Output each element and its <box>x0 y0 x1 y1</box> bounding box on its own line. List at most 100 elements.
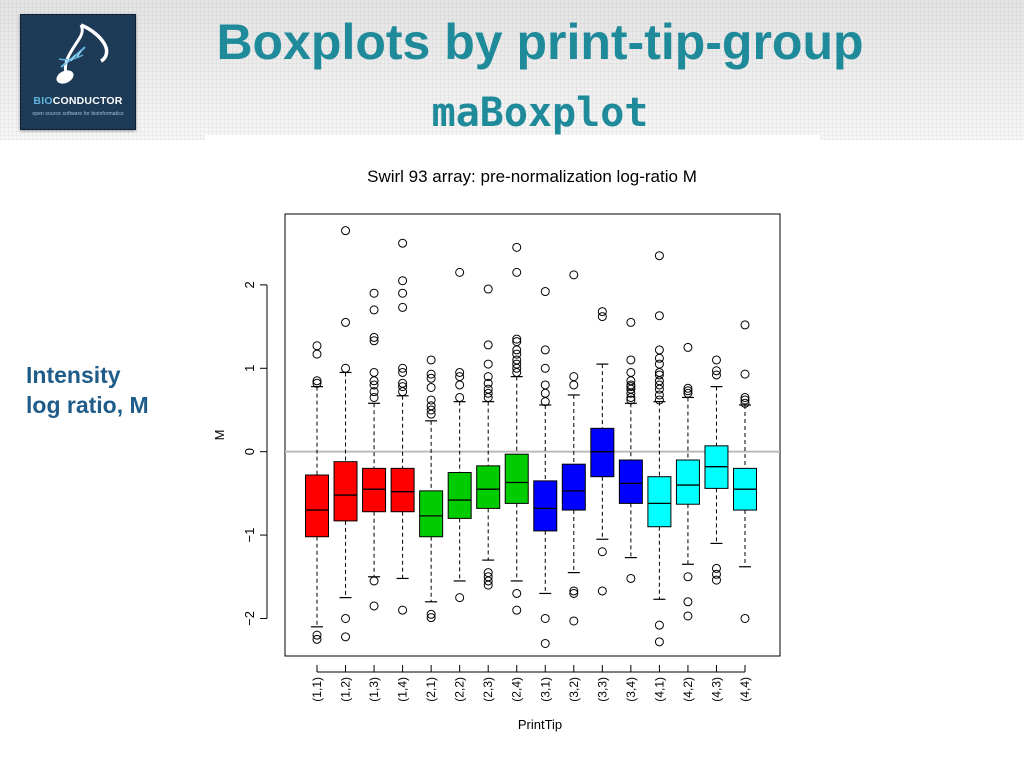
outlier-point <box>426 382 436 392</box>
outlier-point <box>369 387 379 397</box>
x-tick-label: (2,1) <box>424 677 438 702</box>
outlier-point <box>398 605 408 615</box>
side-label: Intensity log ratio, M <box>26 360 196 420</box>
outlier-point <box>569 616 579 626</box>
box-group <box>733 320 757 623</box>
outlier-point <box>654 620 664 630</box>
outlier-point <box>683 383 693 393</box>
box-group <box>675 342 700 621</box>
x-tick-label: (3,2) <box>567 677 581 702</box>
outlier-point <box>369 332 379 342</box>
outlier-point <box>455 372 465 382</box>
outlier-point <box>426 613 436 623</box>
x-tick-label: (3,4) <box>624 677 638 702</box>
x-axis-label: PrintTip <box>518 717 562 732</box>
outlier-point <box>426 395 436 405</box>
box-group <box>476 284 501 590</box>
outlier-point <box>540 363 550 373</box>
outlier-point <box>312 630 322 640</box>
bioconductor-logo: BIOCONDUCTOR open source software for bi… <box>20 14 136 130</box>
box <box>447 472 472 519</box>
x-tick-label: (4,1) <box>652 677 666 702</box>
outlier-point <box>654 370 664 380</box>
box-group <box>590 307 615 596</box>
y-axis-label: M <box>212 430 227 441</box>
outlier-point <box>512 605 522 615</box>
box <box>305 474 329 538</box>
box-group <box>333 226 358 642</box>
side-label-line1: Intensity <box>26 362 121 388</box>
outlier-point <box>654 251 664 261</box>
outlier-point <box>711 366 721 376</box>
outlier-point <box>483 576 493 586</box>
outlier-point <box>483 284 493 294</box>
y-tick-label: 0 <box>242 448 257 455</box>
outlier-point <box>683 388 693 398</box>
side-label-line2: log ratio, M <box>26 392 149 418</box>
outlier-point <box>654 380 664 390</box>
chart-background <box>205 135 820 740</box>
outlier-point <box>654 390 664 400</box>
box <box>419 490 444 538</box>
outlier-point <box>455 267 465 277</box>
outlier-point <box>512 267 522 277</box>
outlier-point <box>398 276 408 286</box>
x-tick-label: (2,2) <box>453 677 467 702</box>
header-band <box>0 0 1024 140</box>
logo-text-conductor: CONDUCTOR <box>52 95 123 107</box>
box <box>504 453 529 504</box>
box-group <box>305 341 329 644</box>
outlier-point <box>711 563 721 573</box>
outlier-point <box>426 401 436 411</box>
x-tick-label: (1,3) <box>367 677 381 702</box>
outlier-point <box>341 226 351 236</box>
box-group <box>390 238 415 615</box>
x-tick-label: (2,4) <box>510 677 524 702</box>
outlier-point <box>569 372 579 382</box>
outlier-point <box>483 340 493 350</box>
outlier-point <box>569 586 579 596</box>
outlier-point <box>711 569 721 579</box>
outlier-point <box>483 359 493 369</box>
outlier-point <box>398 238 408 248</box>
outlier-point <box>740 320 750 330</box>
box <box>362 467 387 513</box>
x-tick-label: (1,4) <box>396 677 410 702</box>
box <box>390 467 415 513</box>
outlier-point <box>740 369 750 379</box>
outlier-point <box>740 395 750 405</box>
outlier-point <box>369 380 379 390</box>
outlier-point <box>398 302 408 312</box>
y-tick-label: 2 <box>242 281 257 288</box>
outlier-point <box>654 311 664 321</box>
outlier-point <box>512 349 522 359</box>
outlier-point <box>654 395 664 405</box>
outlier-point <box>597 307 607 317</box>
logo-wordmark: BIOCONDUCTOR <box>21 95 135 107</box>
outlier-point <box>455 367 465 377</box>
outlier-point <box>426 405 436 415</box>
outlier-point <box>426 609 436 619</box>
outlier-point <box>683 342 693 352</box>
outlier-point <box>341 632 351 642</box>
outlier-point <box>512 355 522 365</box>
outlier-point <box>683 597 693 607</box>
outlier-point <box>740 392 750 402</box>
outlier-point <box>312 378 322 388</box>
outlier-point <box>569 588 579 598</box>
box <box>675 459 700 505</box>
box <box>561 463 586 511</box>
y-tick-label: −1 <box>242 528 257 543</box>
outlier-point <box>341 363 351 373</box>
outlier-point <box>369 392 379 402</box>
outlier-point <box>569 270 579 280</box>
outlier-point <box>626 395 636 405</box>
outlier-point <box>740 398 750 408</box>
x-tick-label: (4,3) <box>709 677 723 702</box>
outlier-point <box>426 355 436 365</box>
outlier-point <box>540 613 550 623</box>
outlier-point <box>654 637 664 647</box>
x-tick-label: (1,2) <box>339 677 353 702</box>
outlier-point <box>426 373 436 383</box>
box-group <box>618 317 643 583</box>
